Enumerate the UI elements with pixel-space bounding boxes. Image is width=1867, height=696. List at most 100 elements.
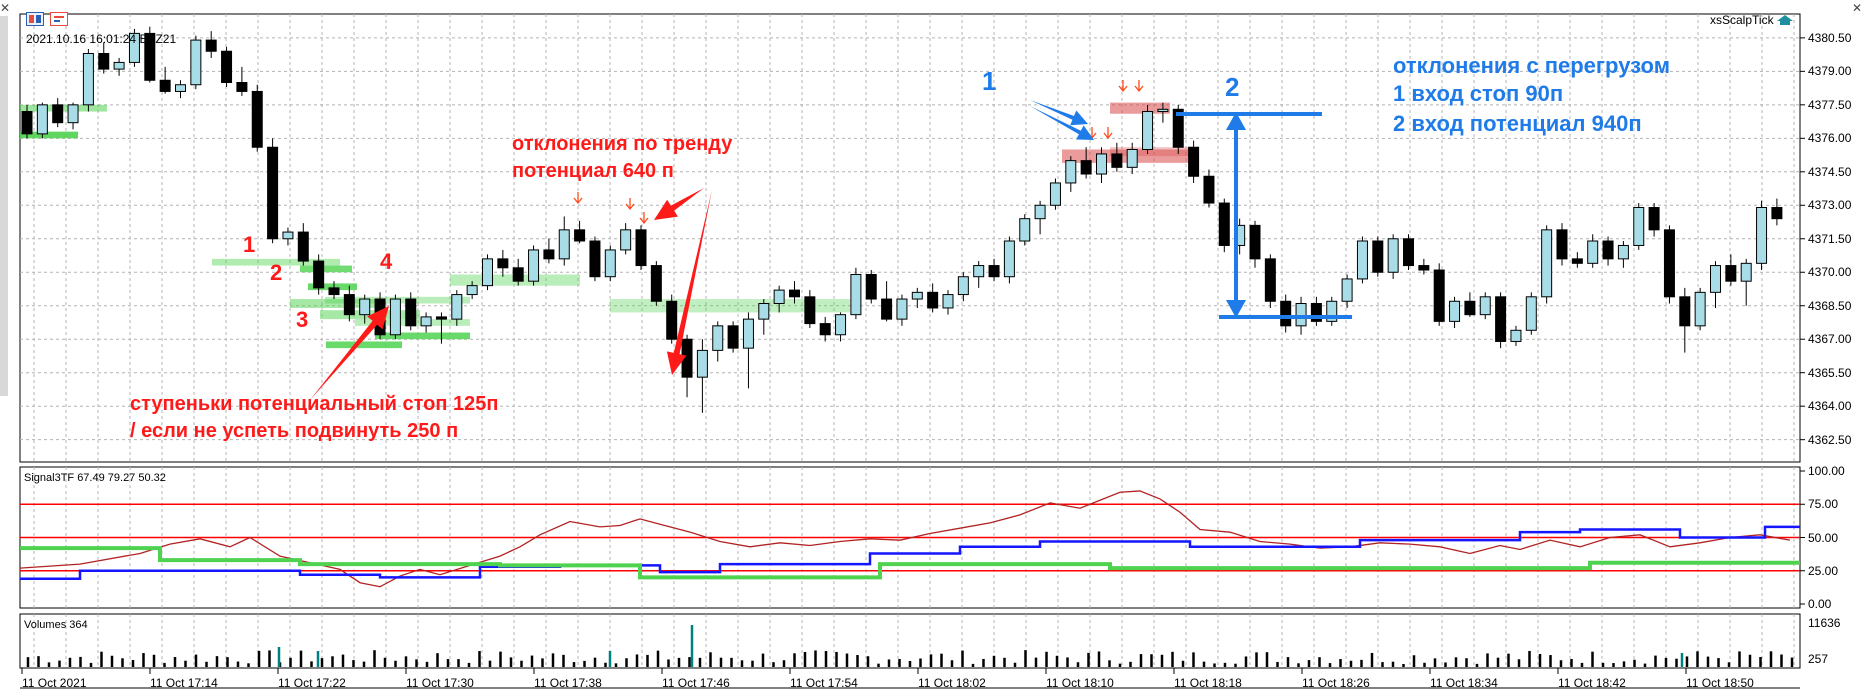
candle-body bbox=[1418, 265, 1430, 271]
candle-body bbox=[113, 61, 125, 70]
price-axis-label: 4380.50 bbox=[1808, 30, 1852, 45]
time-axis-label: 11 Oct 18:10 bbox=[1046, 676, 1114, 690]
time-axis-label: 11 Oct 17:54 bbox=[790, 676, 858, 690]
signal-green-line bbox=[20, 546, 1800, 580]
signal-blue-line bbox=[20, 525, 1800, 580]
price-axis-label: 4370.00 bbox=[1808, 265, 1852, 280]
candle-body bbox=[850, 273, 862, 316]
time-axis-label: 11 Oct 17:14 bbox=[150, 676, 218, 690]
candle-body bbox=[1080, 160, 1092, 175]
support-zone bbox=[20, 104, 107, 112]
candle-body bbox=[865, 273, 877, 300]
annotation-number-2: 2 bbox=[270, 260, 283, 285]
support-zone bbox=[375, 332, 470, 340]
graduation-cap-icon[interactable] bbox=[1776, 13, 1794, 25]
volume-axis-label: 11636 bbox=[1808, 616, 1841, 630]
candle-body bbox=[574, 229, 586, 242]
candle-body bbox=[1356, 240, 1368, 280]
signal-panel-title: Signal3TF 67.49 79.27 50.32 bbox=[24, 472, 166, 484]
close-icon-right[interactable]: ✕ bbox=[1852, 1, 1863, 15]
candle-body bbox=[819, 323, 831, 336]
candle-body bbox=[251, 90, 263, 148]
candle-body bbox=[1157, 108, 1169, 113]
candle-body bbox=[1003, 240, 1015, 278]
candle-body bbox=[98, 52, 110, 70]
time-axis-label: 11 Oct 18:18 bbox=[1174, 676, 1242, 690]
candle-body bbox=[175, 84, 186, 92]
annotation-entry-2: 2 вход потенциал 940п bbox=[1393, 111, 1642, 136]
annotation-blue-number-1: 1 bbox=[982, 66, 997, 96]
volume-panel-border bbox=[19, 613, 1801, 669]
candle-body bbox=[543, 249, 555, 260]
signal-arrow bbox=[1118, 80, 1128, 93]
annotation-entry-1: 1 вход стоп 90п bbox=[1393, 81, 1564, 106]
candle-body bbox=[1280, 300, 1292, 327]
candle-body bbox=[1495, 296, 1507, 342]
signal-axis-label: 0.00 bbox=[1808, 597, 1832, 611]
volume-panel-title: Volumes 364 bbox=[24, 619, 88, 631]
candle-body bbox=[1648, 207, 1660, 231]
candle-body bbox=[1203, 175, 1215, 204]
candle-body bbox=[1341, 278, 1353, 302]
candle-body bbox=[1034, 204, 1046, 220]
candle-body bbox=[313, 260, 325, 289]
candle-body bbox=[1372, 240, 1384, 273]
candle-body bbox=[1449, 300, 1461, 322]
candle-body bbox=[221, 50, 233, 84]
candle-body bbox=[128, 32, 140, 63]
candle-body bbox=[497, 258, 509, 269]
measure-arrow-down bbox=[1226, 300, 1246, 318]
symbol-label: EPZ21 bbox=[139, 32, 177, 46]
time-axis-label: 11 Oct 2021 bbox=[22, 676, 87, 690]
candle-body bbox=[343, 294, 355, 316]
price-axis-label: 4367.00 bbox=[1808, 332, 1852, 347]
support-zone bbox=[20, 131, 78, 139]
candle-body bbox=[282, 231, 294, 240]
candle-body bbox=[1218, 202, 1230, 246]
time-axis-label: 11 Oct 18:26 bbox=[1302, 676, 1370, 690]
candle-body bbox=[1725, 265, 1737, 282]
candle-body bbox=[205, 39, 217, 52]
candle-body bbox=[896, 298, 908, 320]
candle-body bbox=[1571, 258, 1583, 264]
candle-body bbox=[482, 258, 493, 287]
candle-body bbox=[558, 229, 570, 260]
signal-arrow bbox=[1103, 127, 1113, 140]
candle-body bbox=[635, 229, 647, 267]
depth-of-market-icon[interactable] bbox=[50, 12, 68, 26]
time-axis-label: 11 Oct 18:02 bbox=[918, 676, 986, 690]
candle-body bbox=[236, 82, 248, 92]
price-axis-label: 4379.00 bbox=[1808, 64, 1852, 79]
candle-body bbox=[82, 52, 94, 106]
time-axis-label: 11 Oct 18:42 bbox=[1558, 676, 1626, 690]
candle-body bbox=[696, 349, 708, 378]
indicator-name-label: xsScalpTick bbox=[1710, 13, 1774, 27]
candle-body bbox=[1096, 153, 1107, 175]
candle-body bbox=[1710, 265, 1721, 293]
candle-body bbox=[1049, 182, 1061, 206]
candle-body bbox=[267, 146, 279, 240]
candle-body bbox=[528, 249, 540, 282]
candle-body bbox=[420, 316, 432, 327]
candle-body bbox=[52, 104, 64, 124]
candle-body bbox=[589, 240, 601, 278]
signal-arrow bbox=[573, 192, 583, 205]
candle-body bbox=[21, 111, 33, 135]
candle-body bbox=[1479, 296, 1491, 316]
candle-body bbox=[927, 291, 939, 309]
time-axis-label: 11 Oct 17:22 bbox=[278, 676, 346, 690]
time-axis-label: 11 Oct 18:50 bbox=[1686, 676, 1754, 690]
candle-body bbox=[650, 265, 662, 302]
candle-body bbox=[881, 298, 893, 320]
time-axis-label: 11 Oct 17:30 bbox=[406, 676, 474, 690]
candle-body bbox=[988, 265, 1000, 278]
candle-body bbox=[435, 316, 447, 320]
candle-body bbox=[466, 285, 478, 296]
candle-body bbox=[1771, 207, 1783, 220]
one-click-trading-icon[interactable] bbox=[26, 12, 44, 26]
close-icon[interactable]: ✕ bbox=[0, 1, 11, 15]
candle-body bbox=[1295, 303, 1307, 327]
candle-body bbox=[1679, 296, 1691, 327]
candle-body bbox=[1525, 296, 1537, 331]
candle-body bbox=[297, 231, 309, 262]
